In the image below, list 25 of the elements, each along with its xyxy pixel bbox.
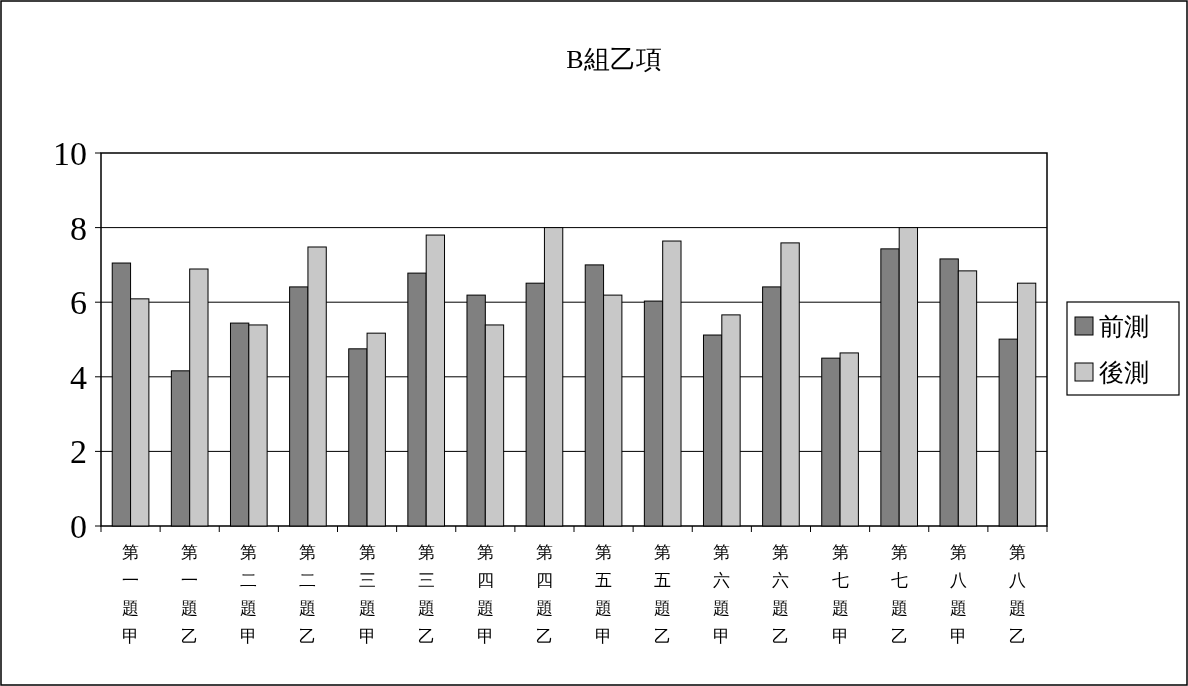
x-tick-label: 第七題乙 xyxy=(890,543,908,646)
x-tick-label: 第三題甲 xyxy=(358,543,376,646)
x-tick-label: 第四題甲 xyxy=(476,543,494,646)
legend-label: 前測 xyxy=(1099,313,1149,340)
x-tick-label: 第一題乙 xyxy=(181,543,199,646)
y-tick-label: 0 xyxy=(70,508,87,545)
x-tick-label: 第八題甲 xyxy=(949,543,967,646)
chart-title: B組乙項 xyxy=(566,45,662,74)
y-tick-label: 4 xyxy=(70,358,87,396)
y-tick-label: 6 xyxy=(70,284,87,322)
y-tick-label: 8 xyxy=(70,209,87,247)
y-tick-label: 2 xyxy=(70,433,87,471)
x-tick-label: 第七題甲 xyxy=(831,543,849,646)
legend-label: 後測 xyxy=(1099,359,1149,386)
x-tick-label: 第一題甲 xyxy=(122,543,140,646)
y-tick-label: 10 xyxy=(53,135,87,172)
x-tick-label: 第四題乙 xyxy=(535,543,553,646)
x-tick-label: 第二題乙 xyxy=(299,543,317,646)
x-tick-label: 第六題甲 xyxy=(713,543,731,646)
x-tick-label: 第五題甲 xyxy=(595,543,613,646)
x-tick-label: 第五題乙 xyxy=(654,543,672,646)
x-tick-label: 第二題甲 xyxy=(240,543,258,646)
x-tick-label: 第三題乙 xyxy=(417,543,435,646)
x-tick-label: 第六題乙 xyxy=(772,543,790,646)
x-tick-label: 第八題乙 xyxy=(1008,543,1026,646)
